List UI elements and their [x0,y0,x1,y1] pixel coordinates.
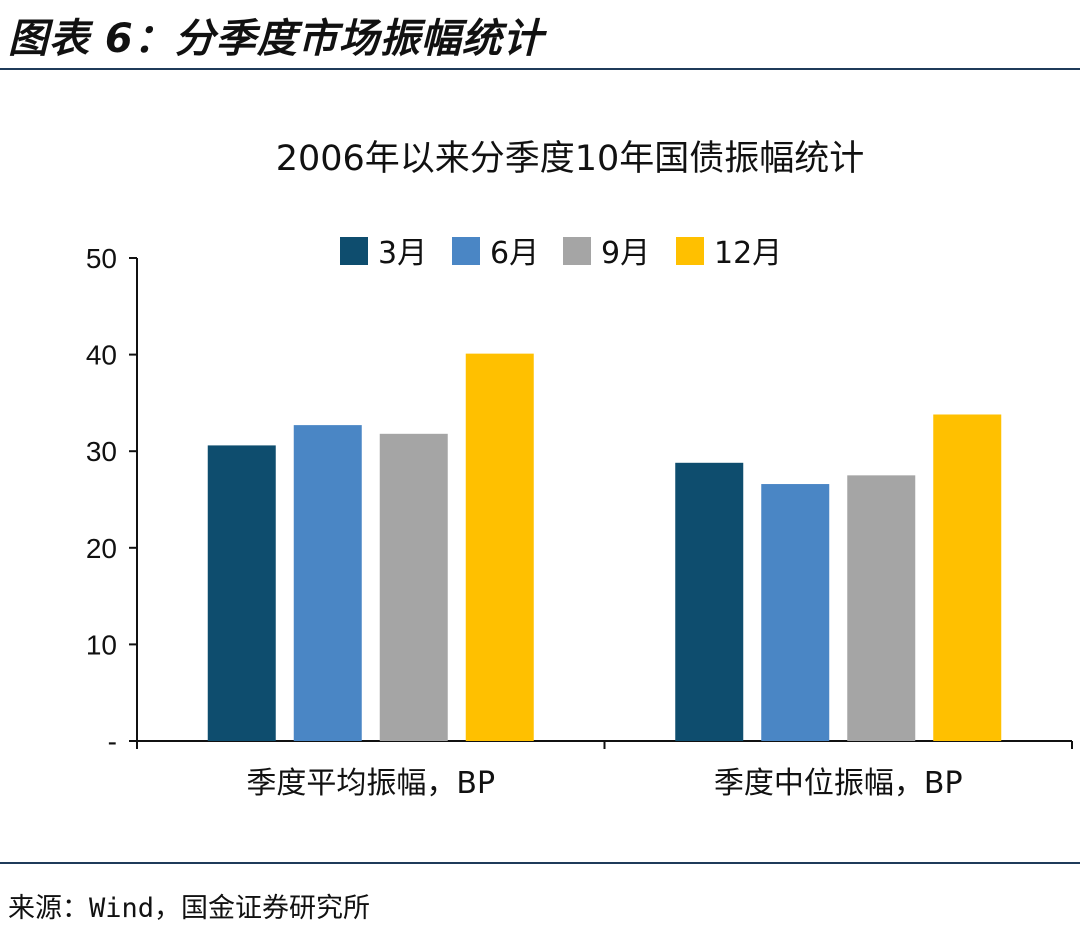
legend-label: 6月 [490,236,539,271]
y-tick-label: 30 [86,436,117,467]
legend-swatch [340,237,368,265]
bottom-divider [0,862,1080,864]
source-note: 来源：Wind，国金证券研究所 [8,893,371,924]
bar [207,445,276,741]
bars [207,353,1002,741]
chart-title: 2006年以来分季度10年国债振幅统计 [276,139,865,179]
y-tick-label: 20 [86,533,117,564]
y-tick-label: 50 [86,243,117,274]
y-tick-label: 40 [86,340,117,371]
x-category-label: 季度中位振幅，BP [714,766,963,801]
bar [675,462,744,741]
y-tick-label: 10 [86,629,117,660]
figure-title: 图表 6：分季度市场振幅统计 [8,16,544,62]
legend-swatch [563,237,591,265]
y-tick-label: - [108,726,117,757]
chart-legend: 3月 6月 9月 12月 [340,236,782,271]
legend-label: 12月 [714,236,782,271]
bar [465,353,534,741]
bar [761,484,830,741]
legend-label: 3月 [378,236,427,271]
x-axis: 季度平均振幅，BP 季度中位振幅，BP [136,740,1073,801]
bar [933,414,1002,741]
legend-swatch [452,237,480,265]
bar-chart: 2006年以来分季度10年国债振幅统计 3月 6月 9月 12月 - 10 20 30 40 5… [86,139,1073,801]
y-axis: - 10 20 30 40 50 [86,243,138,757]
top-divider [0,68,1080,70]
x-category-label: 季度平均振幅，BP [246,766,495,801]
bar [847,475,916,741]
bar [293,425,362,741]
bar [379,433,448,741]
legend-label: 9月 [601,236,650,271]
legend-swatch [676,237,704,265]
